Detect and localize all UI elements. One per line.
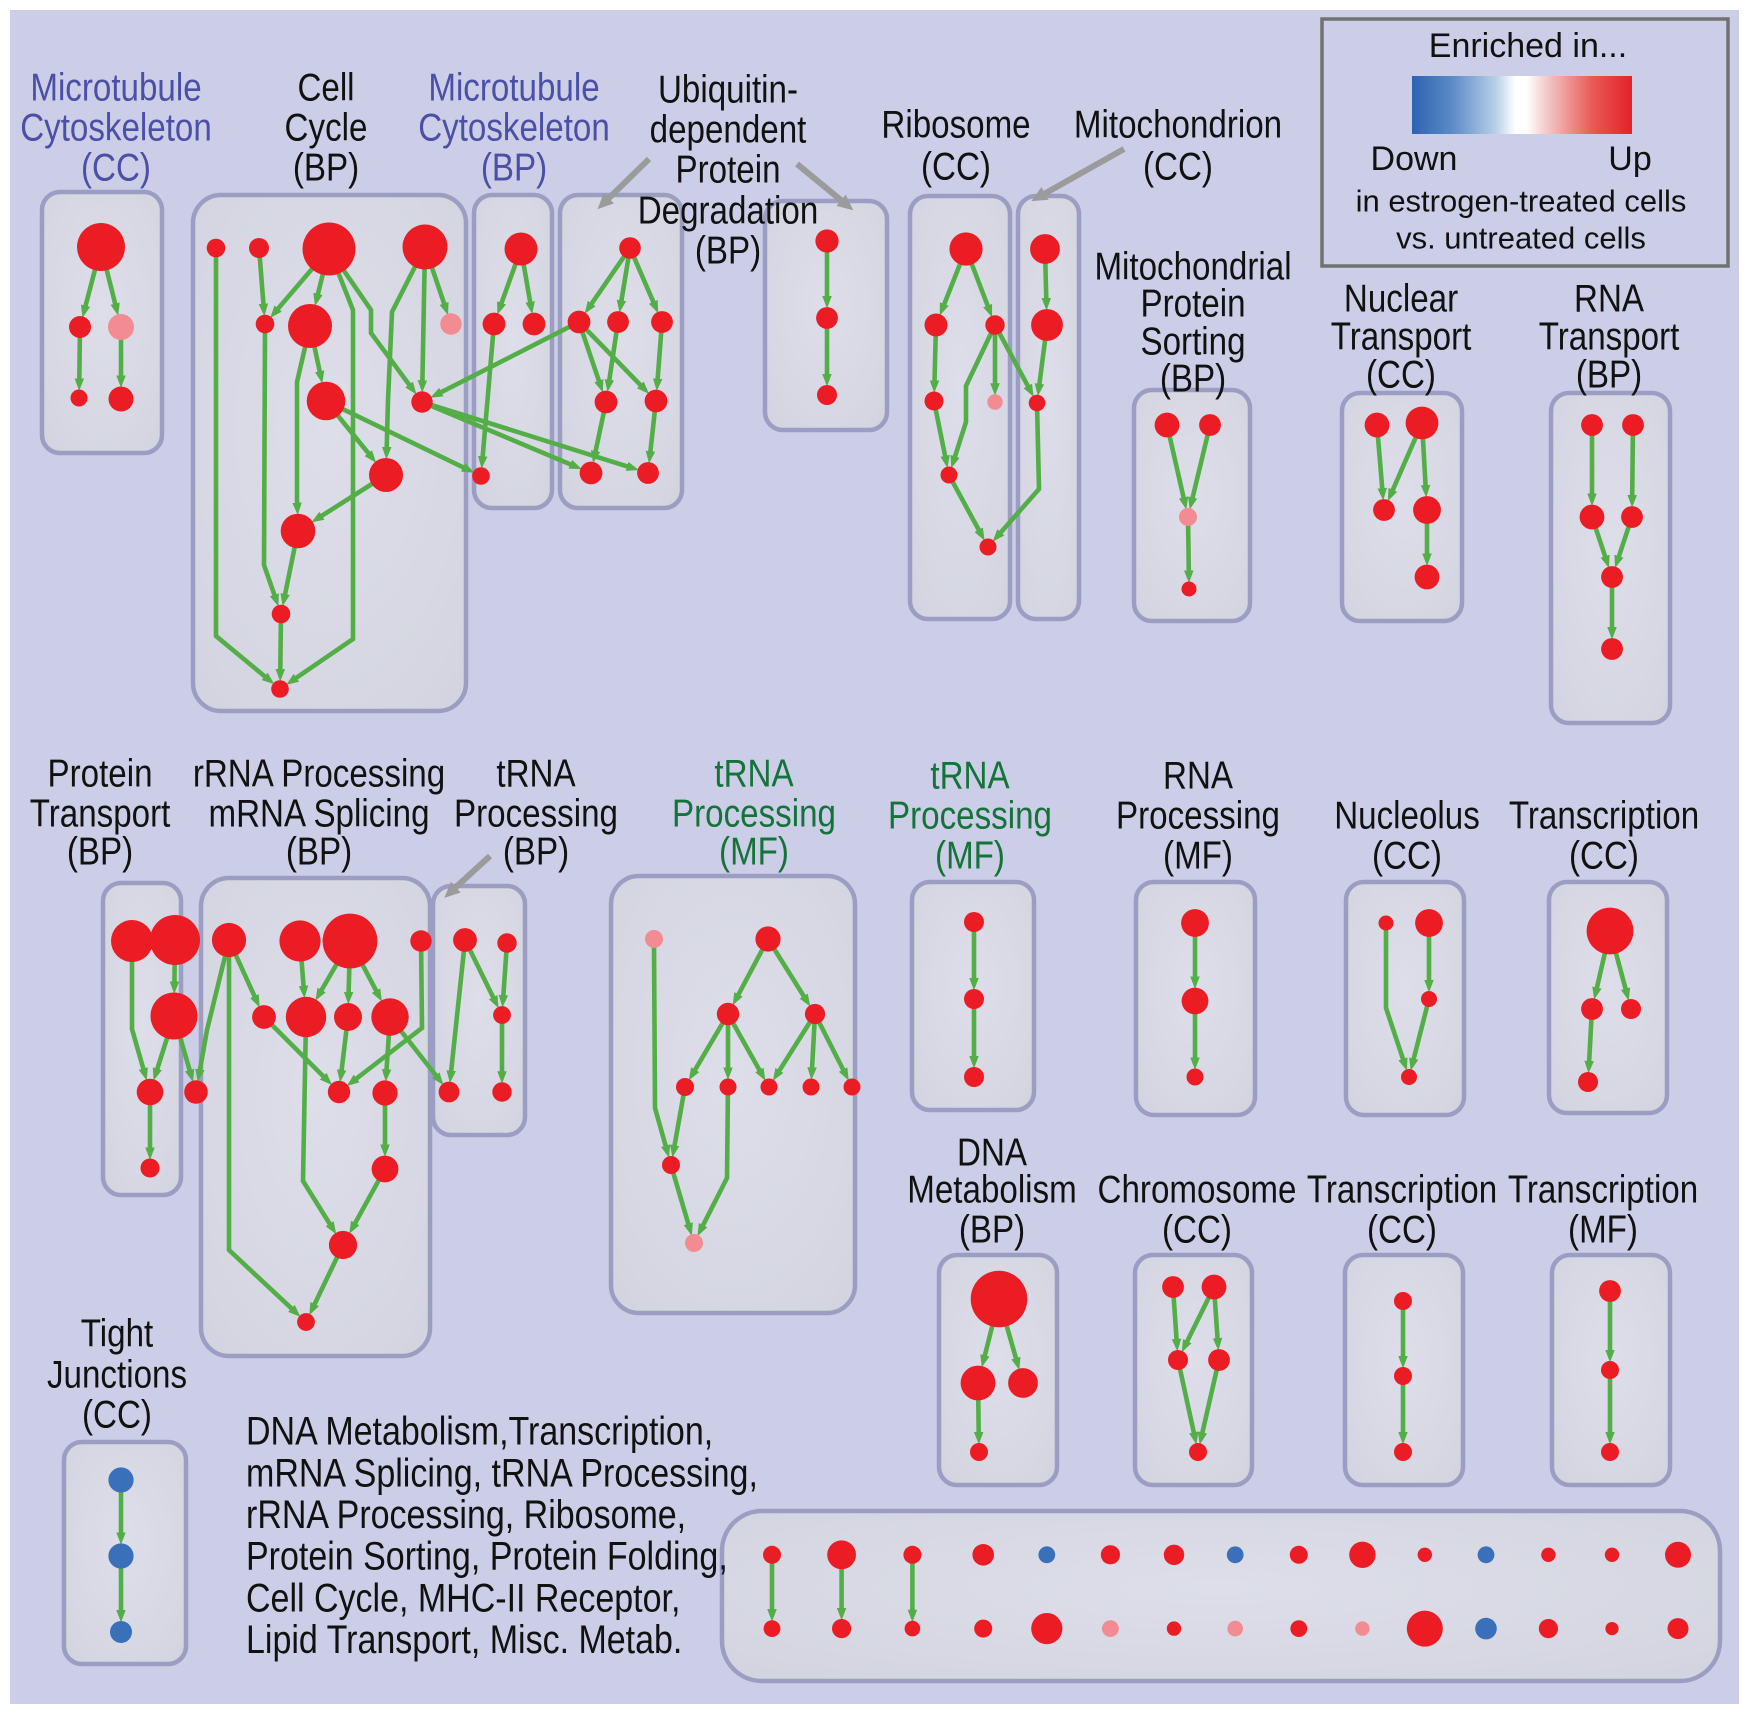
svg-text:tRNA: tRNA [930, 753, 1010, 797]
svg-text:vs. untreated cells: vs. untreated cells [1396, 221, 1646, 256]
svg-text:Protein: Protein [675, 147, 780, 191]
svg-text:(CC): (CC) [1366, 352, 1436, 396]
svg-text:(MF): (MF) [719, 829, 789, 873]
svg-text:Transcription: Transcription [1509, 793, 1699, 837]
svg-text:Transcription: Transcription [1508, 1167, 1698, 1211]
svg-text:Processing: Processing [672, 791, 836, 835]
svg-text:(CC): (CC) [82, 1392, 152, 1436]
svg-text:Transcription: Transcription [1307, 1167, 1497, 1211]
svg-text:Protein: Protein [1140, 281, 1245, 325]
svg-text:(CC): (CC) [1372, 833, 1442, 877]
svg-text:RNA: RNA [1163, 753, 1234, 797]
svg-text:(CC): (CC) [1162, 1207, 1232, 1251]
svg-text:Chromosome: Chromosome [1098, 1167, 1297, 1211]
svg-text:(BP): (BP) [695, 228, 761, 272]
svg-text:(BP): (BP) [1576, 352, 1642, 396]
svg-text:rRNA Processing, Ribosome,: rRNA Processing, Ribosome, [246, 1491, 686, 1536]
svg-text:Enriched in...: Enriched in... [1429, 27, 1627, 65]
svg-text:rRNA Processing: rRNA Processing [193, 751, 445, 795]
svg-text:(BP): (BP) [286, 829, 352, 873]
svg-text:Microtubule: Microtubule [30, 65, 201, 109]
svg-text:Sorting: Sorting [1140, 319, 1245, 363]
svg-text:tRNA: tRNA [496, 751, 576, 795]
svg-text:Microtubule: Microtubule [428, 65, 599, 109]
svg-text:mRNA Splicing: mRNA Splicing [208, 791, 429, 835]
svg-text:Protein: Protein [47, 751, 152, 795]
svg-text:Transport: Transport [1539, 314, 1680, 358]
svg-text:Processing: Processing [1116, 793, 1280, 837]
svg-text:Transport: Transport [30, 791, 171, 835]
svg-text:(BP): (BP) [503, 829, 569, 873]
svg-text:Cell: Cell [297, 65, 354, 109]
svg-text:Lipid Transport, Misc. Metab.: Lipid Transport, Misc. Metab. [246, 1616, 682, 1661]
svg-text:Processing: Processing [454, 791, 618, 835]
svg-text:DNA: DNA [957, 1130, 1028, 1174]
svg-text:Cytoskeleton: Cytoskeleton [418, 105, 610, 149]
svg-text:Ribosome: Ribosome [881, 102, 1030, 146]
svg-text:Junctions: Junctions [47, 1352, 187, 1396]
svg-text:(CC): (CC) [921, 144, 991, 188]
svg-text:Cytoskeleton: Cytoskeleton [20, 105, 212, 149]
svg-text:Nucleolus: Nucleolus [1334, 793, 1480, 837]
svg-text:mRNA Splicing, tRNA Processing: mRNA Splicing, tRNA Processing, [246, 1450, 758, 1495]
svg-text:Protein Sorting, Protein Foldi: Protein Sorting, Protein Folding, [246, 1533, 728, 1578]
svg-text:in estrogen-treated cells: in estrogen-treated cells [1356, 184, 1687, 219]
svg-text:Down: Down [1371, 140, 1458, 178]
svg-text:Ubiquitin-: Ubiquitin- [658, 67, 798, 111]
svg-text:(BP): (BP) [293, 145, 359, 189]
svg-text:(BP): (BP) [1160, 356, 1226, 400]
svg-text:Processing: Processing [888, 793, 1052, 837]
svg-text:(BP): (BP) [959, 1207, 1025, 1251]
svg-text:(CC): (CC) [81, 145, 151, 189]
svg-text:DNA Metabolism,Transcription,: DNA Metabolism,Transcription, [246, 1408, 713, 1453]
svg-text:(CC): (CC) [1367, 1207, 1437, 1251]
svg-text:Transport: Transport [1331, 314, 1472, 358]
svg-text:(BP): (BP) [67, 829, 133, 873]
svg-text:(CC): (CC) [1143, 144, 1213, 188]
svg-text:dependent: dependent [650, 107, 807, 151]
svg-text:Up: Up [1608, 140, 1651, 178]
svg-text:RNA: RNA [1574, 276, 1645, 320]
svg-text:Nuclear: Nuclear [1344, 276, 1458, 320]
svg-text:(MF): (MF) [1163, 833, 1233, 877]
svg-text:Cycle: Cycle [285, 105, 368, 149]
svg-text:Degradation: Degradation [638, 188, 819, 232]
svg-text:(MF): (MF) [935, 833, 1005, 877]
svg-text:tRNA: tRNA [714, 751, 794, 795]
svg-text:(MF): (MF) [1568, 1207, 1638, 1251]
svg-text:Tight: Tight [81, 1311, 153, 1355]
svg-text:(BP): (BP) [481, 145, 547, 189]
svg-text:Metabolism: Metabolism [907, 1167, 1076, 1211]
svg-text:Cell Cycle, MHC-II Receptor,: Cell Cycle, MHC-II Receptor, [246, 1575, 680, 1620]
svg-text:Mitochondrial: Mitochondrial [1094, 244, 1291, 288]
svg-text:(CC): (CC) [1569, 833, 1639, 877]
svg-text:Mitochondrion: Mitochondrion [1074, 102, 1282, 146]
